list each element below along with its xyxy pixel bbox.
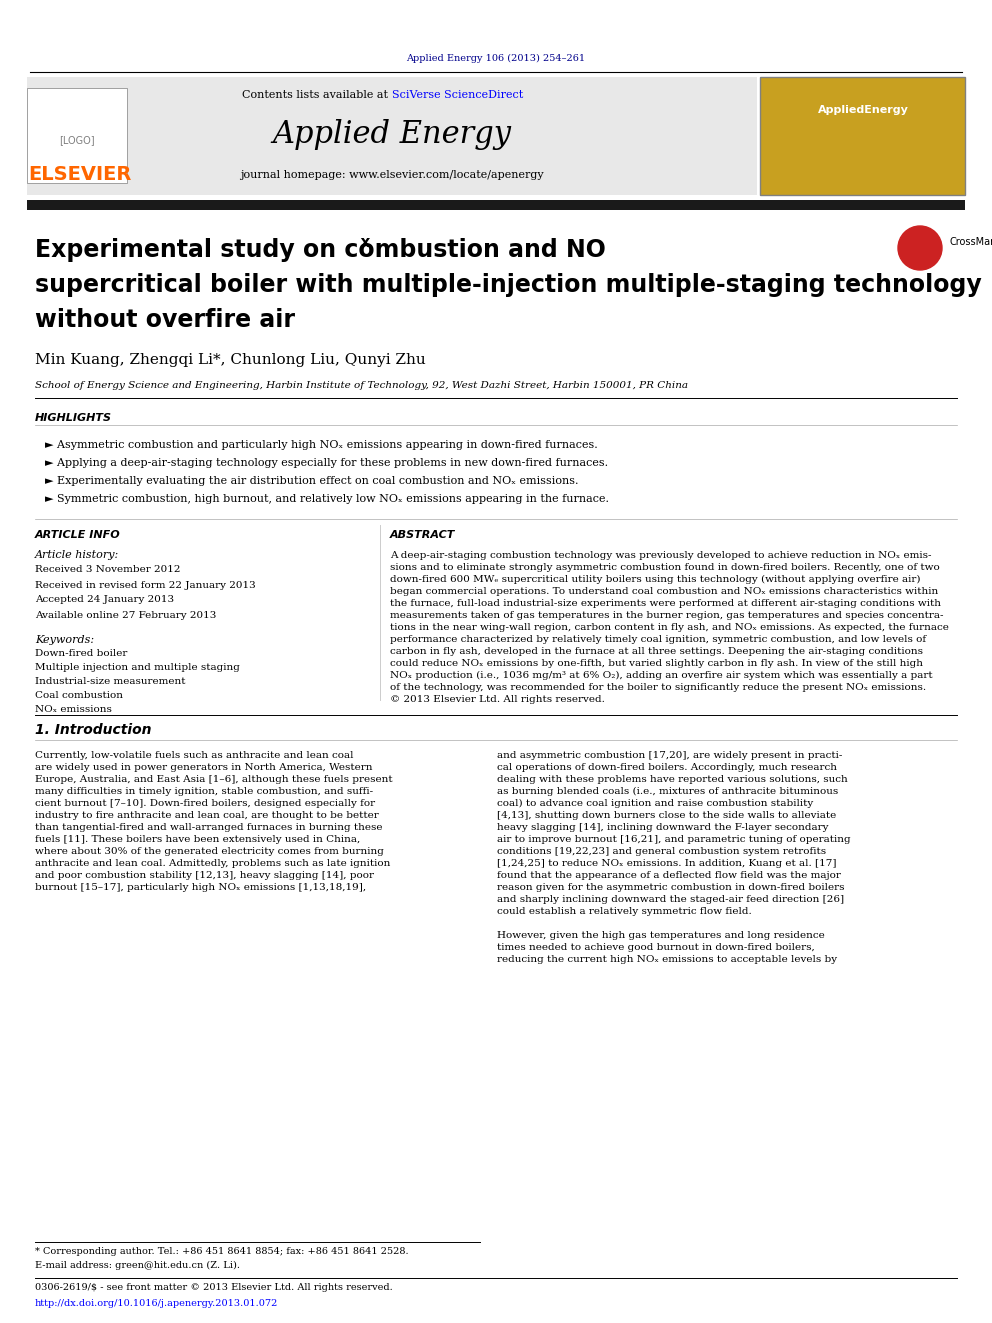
Text: as burning blended coals (i.e., mixtures of anthracite bituminous: as burning blended coals (i.e., mixtures…	[497, 786, 838, 795]
Text: Multiple injection and multiple staging: Multiple injection and multiple staging	[35, 664, 240, 672]
Text: of the technology, was recommended for the boiler to significantly reduce the pr: of the technology, was recommended for t…	[390, 683, 927, 692]
Text: down-fired 600 MWₑ supercritical utility boilers using this technology (without : down-fired 600 MWₑ supercritical utility…	[390, 574, 921, 583]
Text: Contents lists available at: Contents lists available at	[242, 90, 392, 101]
Text: 1. Introduction: 1. Introduction	[35, 722, 152, 737]
Text: air to improve burnout [16,21], and parametric tuning of operating: air to improve burnout [16,21], and para…	[497, 835, 850, 844]
Text: supercritical boiler with multiple-injection multiple-staging technology: supercritical boiler with multiple-injec…	[35, 273, 982, 296]
Text: Experimental study on combustion and NO: Experimental study on combustion and NO	[35, 238, 606, 262]
Text: without overfire air: without overfire air	[35, 308, 295, 332]
Text: fuels [11]. These boilers have been extensively used in China,: fuels [11]. These boilers have been exte…	[35, 835, 360, 844]
Text: Received in revised form 22 January 2013: Received in revised form 22 January 2013	[35, 581, 256, 590]
Text: measurements taken of gas temperatures in the burner region, gas temperatures an: measurements taken of gas temperatures i…	[390, 610, 943, 619]
Text: reason given for the asymmetric combustion in down-fired boilers: reason given for the asymmetric combusti…	[497, 882, 844, 892]
Text: http://dx.doi.org/10.1016/j.apenergy.2013.01.072: http://dx.doi.org/10.1016/j.apenergy.201…	[35, 1298, 279, 1307]
Text: ARTICLE INFO: ARTICLE INFO	[35, 531, 121, 540]
Text: [1,24,25] to reduce NOₓ emissions. In addition, Kuang et al. [17]: [1,24,25] to reduce NOₓ emissions. In ad…	[497, 859, 836, 868]
Text: x: x	[35, 235, 370, 250]
Text: NOₓ production (i.e., 1036 mg/m³ at 6% O₂), adding an overfire air system which : NOₓ production (i.e., 1036 mg/m³ at 6% O…	[390, 671, 932, 680]
Text: Received 3 November 2012: Received 3 November 2012	[35, 565, 181, 574]
Text: NOₓ emissions: NOₓ emissions	[35, 705, 112, 714]
Text: coal) to advance coal ignition and raise combustion stability: coal) to advance coal ignition and raise…	[497, 799, 813, 807]
Text: burnout [15–17], particularly high NOₓ emissions [1,13,18,19],: burnout [15–17], particularly high NOₓ e…	[35, 882, 366, 892]
Text: reducing the current high NOₓ emissions to acceptable levels by: reducing the current high NOₓ emissions …	[497, 954, 837, 963]
Text: Europe, Australia, and East Asia [1–6], although these fuels present: Europe, Australia, and East Asia [1–6], …	[35, 774, 393, 783]
Text: found that the appearance of a deflected flow field was the major: found that the appearance of a deflected…	[497, 871, 841, 880]
Text: ► Symmetric combustion, high burnout, and relatively low NOₓ emissions appearing: ► Symmetric combustion, high burnout, an…	[45, 493, 609, 504]
Text: journal homepage: www.elsevier.com/locate/apenergy: journal homepage: www.elsevier.com/locat…	[240, 169, 544, 180]
FancyBboxPatch shape	[27, 89, 127, 183]
Text: than tangential-fired and wall-arranged furnaces in burning these: than tangential-fired and wall-arranged …	[35, 823, 383, 831]
Text: ► Applying a deep-air-staging technology especially for these problems in new do: ► Applying a deep-air-staging technology…	[45, 458, 608, 468]
Text: dealing with these problems have reported various solutions, such: dealing with these problems have reporte…	[497, 774, 848, 783]
Text: School of Energy Science and Engineering, Harbin Institute of Technology, 92, We: School of Energy Science and Engineering…	[35, 381, 688, 389]
Text: heavy slagging [14], inclining downward the F-layer secondary: heavy slagging [14], inclining downward …	[497, 823, 828, 831]
Text: anthracite and lean coal. Admittedly, problems such as late ignition: anthracite and lean coal. Admittedly, pr…	[35, 859, 391, 868]
Text: and sharply inclining downward the staged-air feed direction [26]: and sharply inclining downward the stage…	[497, 894, 844, 904]
Text: Article history:: Article history:	[35, 550, 119, 560]
Text: ► Asymmetric combustion and particularly high NOₓ emissions appearing in down-fi: ► Asymmetric combustion and particularly…	[45, 441, 598, 450]
Text: © 2013 Elsevier Ltd. All rights reserved.: © 2013 Elsevier Ltd. All rights reserved…	[390, 695, 605, 704]
FancyBboxPatch shape	[27, 200, 965, 210]
Text: cal operations of down-fired boilers. Accordingly, much research: cal operations of down-fired boilers. Ac…	[497, 762, 837, 771]
FancyBboxPatch shape	[760, 77, 965, 194]
Text: Applied Energy: Applied Energy	[273, 119, 512, 151]
Text: times needed to achieve good burnout in down-fired boilers,: times needed to achieve good burnout in …	[497, 942, 814, 951]
Text: cient burnout [7–10]. Down-fired boilers, designed especially for: cient burnout [7–10]. Down-fired boilers…	[35, 799, 375, 807]
Text: CrossMark: CrossMark	[950, 237, 992, 247]
Text: Down-fired boiler: Down-fired boiler	[35, 650, 127, 659]
Text: performance characterized by relatively timely coal ignition, symmetric combusti: performance characterized by relatively …	[390, 635, 927, 643]
Text: HIGHLIGHTS: HIGHLIGHTS	[35, 413, 112, 423]
Text: ABSTRACT: ABSTRACT	[390, 531, 455, 540]
Text: began commercial operations. To understand coal combustion and NOₓ emissions cha: began commercial operations. To understa…	[390, 586, 938, 595]
Text: could establish a relatively symmetric flow field.: could establish a relatively symmetric f…	[497, 906, 752, 916]
Text: Available online 27 February 2013: Available online 27 February 2013	[35, 610, 216, 619]
Text: Min Kuang, Zhengqi Li*, Chunlong Liu, Qunyi Zhu: Min Kuang, Zhengqi Li*, Chunlong Liu, Qu…	[35, 353, 426, 366]
Text: Coal combustion: Coal combustion	[35, 692, 123, 700]
Text: SciVerse ScienceDirect: SciVerse ScienceDirect	[392, 90, 523, 101]
Text: ► Experimentally evaluating the air distribution effect on coal combustion and N: ► Experimentally evaluating the air dist…	[45, 476, 578, 486]
Text: conditions [19,22,23] and general combustion system retrofits: conditions [19,22,23] and general combus…	[497, 847, 826, 856]
Text: However, given the high gas temperatures and long residence: However, given the high gas temperatures…	[497, 930, 824, 939]
Text: E-mail address: green@hit.edu.cn (Z. Li).: E-mail address: green@hit.edu.cn (Z. Li)…	[35, 1261, 240, 1270]
Text: where about 30% of the generated electricity comes from burning: where about 30% of the generated electri…	[35, 847, 384, 856]
Text: are widely used in power generators in North America, Western: are widely used in power generators in N…	[35, 762, 373, 771]
Text: Currently, low-volatile fuels such as anthracite and lean coal: Currently, low-volatile fuels such as an…	[35, 750, 353, 759]
Circle shape	[898, 226, 942, 270]
Text: Industrial-size measurement: Industrial-size measurement	[35, 677, 186, 687]
Text: Applied Energy 106 (2013) 254–261: Applied Energy 106 (2013) 254–261	[407, 53, 585, 62]
Text: many difficulties in timely ignition, stable combustion, and suffi-: many difficulties in timely ignition, st…	[35, 786, 373, 795]
Text: [LOGO]: [LOGO]	[60, 135, 95, 146]
Text: the furnace, full-load industrial-size experiments were performed at different a: the furnace, full-load industrial-size e…	[390, 598, 941, 607]
Text: and poor combustion stability [12,13], heavy slagging [14], poor: and poor combustion stability [12,13], h…	[35, 871, 374, 880]
Text: and asymmetric combustion [17,20], are widely present in practi-: and asymmetric combustion [17,20], are w…	[497, 750, 842, 759]
Text: ELSEVIER: ELSEVIER	[29, 165, 132, 184]
FancyBboxPatch shape	[27, 77, 757, 194]
Text: could reduce NOₓ emissions by one-fifth, but varied slightly carbon in fly ash. : could reduce NOₓ emissions by one-fifth,…	[390, 659, 923, 668]
Text: sions and to eliminate strongly asymmetric combustion found in down-fired boiler: sions and to eliminate strongly asymmetr…	[390, 562, 939, 572]
Text: tions in the near wing-wall region, carbon content in fly ash, and NOₓ emissions: tions in the near wing-wall region, carb…	[390, 623, 949, 631]
Text: * Corresponding author. Tel.: +86 451 8641 8854; fax: +86 451 8641 2528.: * Corresponding author. Tel.: +86 451 86…	[35, 1248, 409, 1257]
Text: Keywords:: Keywords:	[35, 635, 94, 646]
Text: industry to fire anthracite and lean coal, are thought to be better: industry to fire anthracite and lean coa…	[35, 811, 379, 819]
Text: [4,13], shutting down burners close to the side walls to alleviate: [4,13], shutting down burners close to t…	[497, 811, 836, 819]
Text: carbon in fly ash, developed in the furnace at all three settings. Deepening the: carbon in fly ash, developed in the furn…	[390, 647, 923, 655]
Text: Accepted 24 January 2013: Accepted 24 January 2013	[35, 595, 175, 605]
Text: ✓: ✓	[912, 238, 929, 258]
Text: AppliedEnergy: AppliedEnergy	[817, 105, 909, 115]
Text: 0306-2619/$ - see front matter © 2013 Elsevier Ltd. All rights reserved.: 0306-2619/$ - see front matter © 2013 El…	[35, 1283, 393, 1293]
Text: A deep-air-staging combustion technology was previously developed to achieve red: A deep-air-staging combustion technology…	[390, 550, 931, 560]
